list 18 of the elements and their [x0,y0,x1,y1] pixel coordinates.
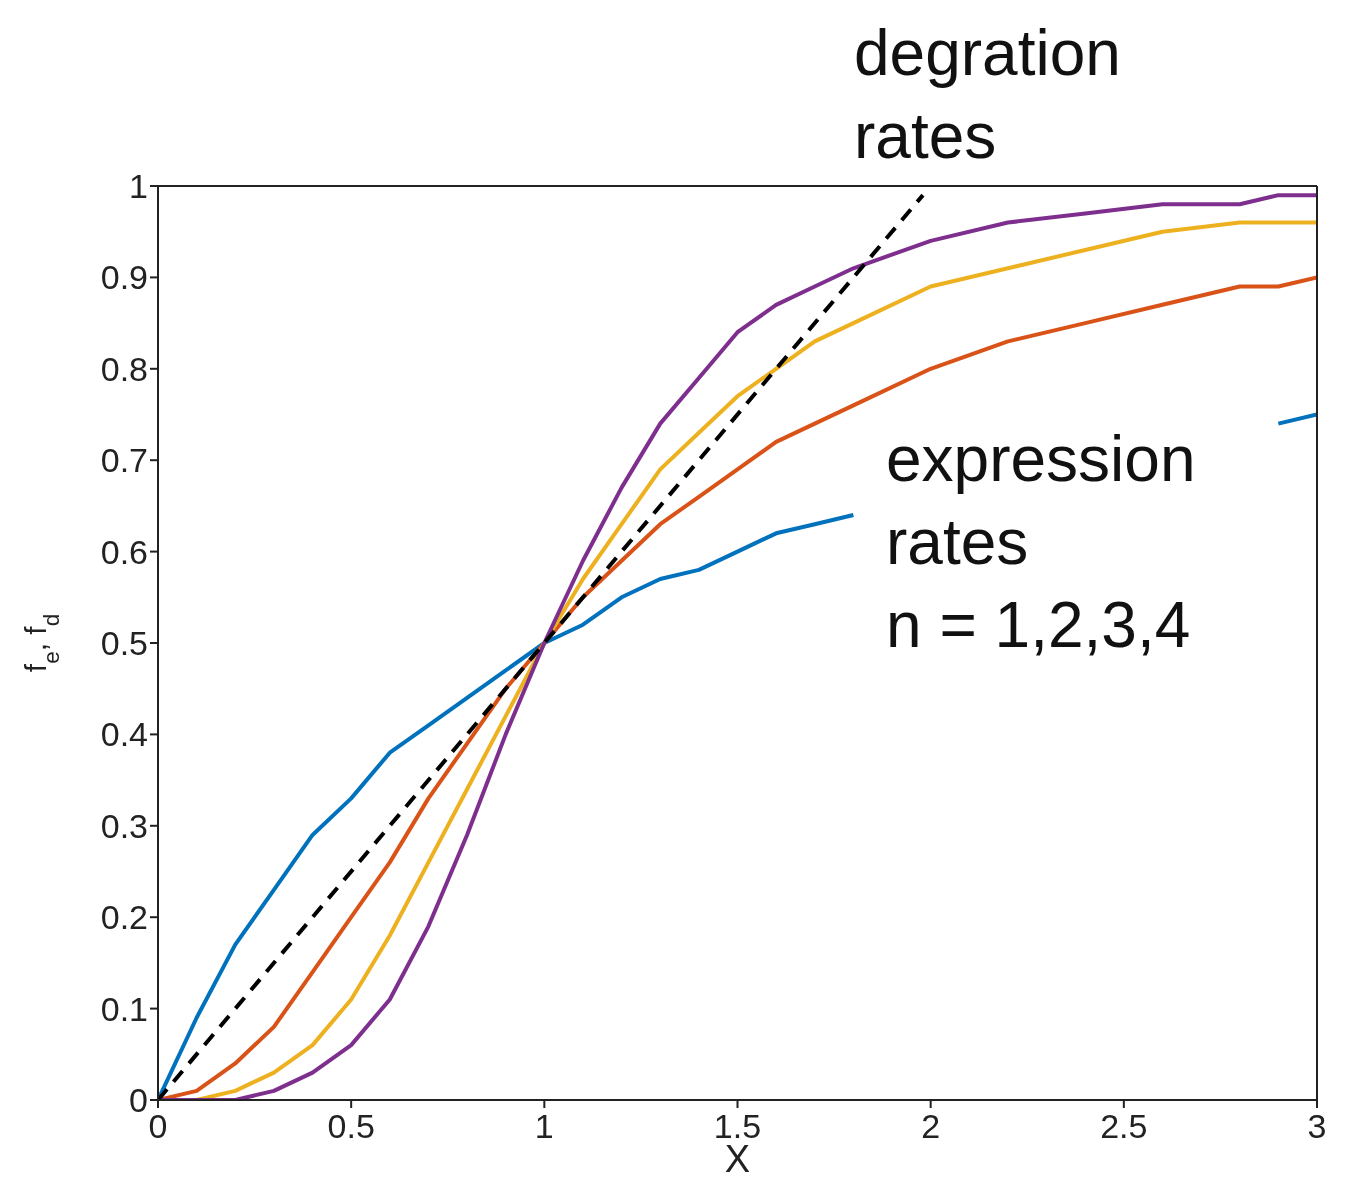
y-tick-label: 0.5 [100,624,148,663]
x-tick-label: 2 [921,1107,941,1146]
y-tick-label: 0.7 [100,441,148,480]
x-tick-label: 2.5 [1100,1107,1148,1146]
annotation: expression rates n = 1,2,3,4 [886,422,1196,664]
y-tick-label: 0.4 [100,715,148,754]
y-tick-label: 0.2 [100,898,148,937]
y-tick-label: 0.6 [100,532,148,571]
y-tick-label: 0.3 [100,806,148,845]
x-tick-label: 3 [1307,1107,1327,1146]
x-tick-label: 1 [534,1107,554,1146]
y-tick-label: 0.8 [100,349,148,388]
y-tick-label: 0 [129,1081,148,1120]
y-tick-label: 1 [129,167,148,206]
y-tick-label: 0.1 [100,989,148,1028]
y-tick-label: 0.9 [100,258,148,297]
x-tick-label: 0.5 [327,1107,375,1146]
text: degration rates [854,16,1121,175]
